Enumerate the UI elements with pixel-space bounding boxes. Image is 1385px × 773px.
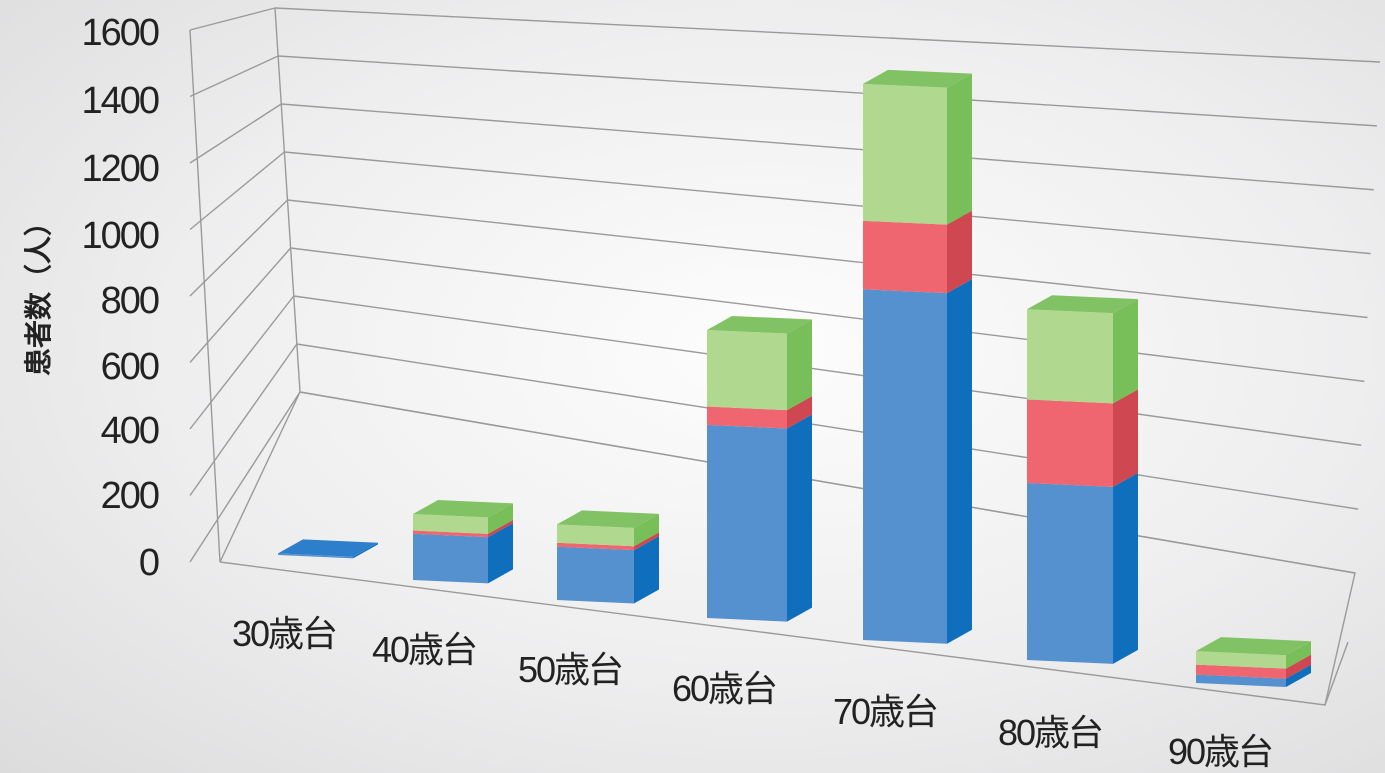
gridline-side — [189, 295, 295, 430]
gridlines — [189, 7, 1381, 706]
bar-segment-side — [1113, 472, 1138, 664]
bar-segment-side — [947, 210, 972, 294]
bar-segment-front — [557, 524, 634, 547]
category-label: 60歳台 — [672, 668, 776, 709]
gridline-back — [287, 199, 1368, 319]
gridline-side — [189, 391, 301, 563]
bar-segment-front — [1196, 674, 1286, 688]
gridline-side — [189, 55, 279, 98]
bar-segment-side — [787, 414, 812, 622]
bar-segment-front — [1027, 399, 1113, 487]
bar-segment-side — [787, 396, 812, 429]
bar-stack — [413, 500, 513, 584]
bar-segment-side — [634, 536, 659, 604]
gridline-back — [293, 295, 1362, 446]
category-label: 40歳台 — [372, 629, 476, 670]
category-labels: 30歳台 40歳台 50歳台 60歳台 70歳台 80歳台 90歳台 — [232, 613, 1274, 772]
category-label: 80歳台 — [998, 712, 1102, 753]
bar-stack — [1196, 637, 1311, 688]
bar-top-face — [707, 315, 812, 334]
y-tick-label: 600 — [101, 346, 159, 388]
gridline-side — [189, 199, 288, 297]
bar-stack — [707, 315, 812, 622]
gridline-side — [189, 343, 298, 496]
y-tick-label: 400 — [101, 410, 159, 452]
bar-stack — [1027, 295, 1138, 664]
gridline-back — [290, 247, 1365, 383]
bar-segment-front — [1196, 664, 1286, 679]
bar-segment-side — [488, 523, 513, 584]
bar-top-face — [863, 69, 972, 88]
bar-segment-front — [557, 542, 634, 551]
gridline-back — [284, 151, 1371, 255]
bar-segment-front — [863, 289, 947, 644]
bar-stack — [278, 539, 378, 559]
bar-segment-side — [947, 73, 972, 225]
bar-segment-front — [1027, 309, 1113, 404]
axis-back-edge — [274, 7, 301, 393]
gridline-side — [189, 247, 292, 363]
y-tick-label: 1000 — [81, 215, 158, 257]
category-label: 70歳台 — [833, 691, 937, 732]
gridline-back — [278, 55, 1377, 127]
floor-outline — [219, 391, 1356, 706]
category-label: 50歳台 — [518, 649, 622, 690]
bar-top-face — [413, 500, 513, 518]
bar-segment-side — [1113, 389, 1138, 487]
bar-segment-front — [278, 553, 353, 559]
gridline-side — [189, 103, 282, 164]
bar-segment-front — [707, 406, 787, 429]
bar-segment-side — [787, 319, 812, 411]
bar-segment-side — [488, 519, 513, 538]
category-label: 90歳台 — [1168, 731, 1272, 772]
floor-right-edge — [1324, 641, 1349, 706]
bar-top-face — [278, 539, 378, 557]
bars — [278, 69, 1311, 688]
y-tick-label: 200 — [101, 475, 159, 517]
axis-front-edge — [189, 29, 221, 563]
bar-segment-front — [863, 220, 947, 294]
bar-segment-side — [488, 503, 513, 534]
gridline-back — [274, 7, 1381, 63]
bar-segment-front — [413, 533, 488, 584]
y-tick-label: 800 — [101, 280, 159, 322]
y-tick-label: 1600 — [81, 12, 158, 54]
bar-segment-front — [1027, 482, 1113, 664]
gridline-side — [189, 151, 285, 231]
gridline-side — [189, 7, 276, 31]
y-tick-label: 1200 — [81, 148, 158, 190]
bar-segment-front — [707, 424, 787, 622]
bar-stack — [557, 510, 659, 604]
bar-segment-side — [1286, 654, 1311, 679]
bar-segment-side — [1286, 664, 1311, 688]
bar-segment-side — [634, 513, 659, 547]
bar-segment-side — [353, 542, 378, 559]
bar-segment-front — [707, 329, 787, 411]
y-axis-ticks: 0 200 400 600 800 1000 1200 1400 1600 — [81, 12, 160, 584]
bar-segment-front — [413, 530, 488, 538]
bar-segment-side — [1113, 299, 1138, 404]
gridline-back — [296, 343, 1359, 510]
bar-segment-side — [947, 279, 972, 644]
bar-segment-front — [1196, 651, 1286, 669]
bar-segment-side — [634, 532, 659, 551]
bar-top-face — [1196, 637, 1311, 656]
y-tick-label: 0 — [139, 542, 159, 584]
bar-stack — [863, 69, 972, 644]
bar-segment-front — [863, 83, 947, 225]
bar-top-face — [1027, 295, 1138, 314]
y-tick-label: 1400 — [81, 80, 158, 122]
category-label: 30歳台 — [232, 613, 336, 654]
bar-segment-front — [557, 546, 634, 604]
gridline-back — [281, 103, 1374, 191]
bar-segment-side — [1286, 641, 1311, 669]
bar-segment-front — [413, 514, 488, 534]
bar-top-face — [557, 510, 659, 528]
y-axis-label: 患者数（人） — [22, 208, 55, 376]
